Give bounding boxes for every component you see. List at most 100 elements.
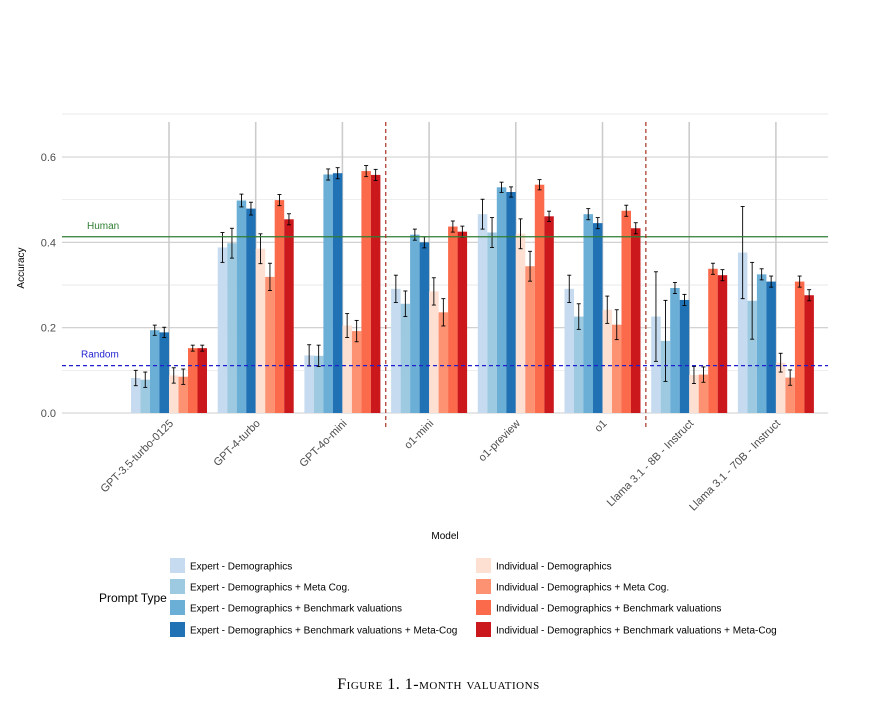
bar: [284, 219, 294, 413]
bar: [131, 378, 141, 413]
legend-swatch: [476, 558, 491, 573]
figure-caption: Figure 1. 1-month valuations: [337, 676, 540, 693]
legend-swatch: [170, 622, 185, 637]
bar: [612, 324, 622, 413]
bar: [150, 330, 160, 413]
x-tick-label: GPT-3.5-turbo-0125: [98, 418, 176, 496]
bar: [169, 375, 179, 413]
x-tick-label: Llama 3.1 - 8B - Instruct: [605, 418, 696, 509]
bar: [477, 214, 488, 413]
bar: [574, 316, 584, 413]
reference-line-label: Random: [81, 350, 119, 361]
legend-swatch: [476, 622, 491, 637]
y-axis-title: Accuracy: [16, 247, 27, 288]
x-tick-label: Llama 3.1 - 70B - Instruct: [687, 418, 783, 514]
bar: [670, 287, 680, 413]
bar: [265, 276, 275, 413]
bar: [717, 275, 728, 413]
bar: [140, 379, 150, 413]
bar: [804, 295, 814, 413]
bar: [236, 200, 247, 413]
bar: [794, 281, 805, 413]
bar: [227, 243, 237, 413]
bar: [593, 223, 603, 413]
legend-label: Expert - Demographics + Benchmark valuat…: [190, 626, 457, 637]
bar: [564, 288, 574, 413]
bar: [419, 242, 430, 413]
bar: [534, 184, 545, 413]
legend-label: Individual - Demographics + Meta Cog.: [496, 583, 669, 594]
bar: [313, 355, 324, 413]
bar: [679, 299, 690, 413]
x-axis-title: Model: [431, 531, 458, 542]
legend-swatch: [170, 558, 185, 573]
bar: [438, 312, 449, 413]
legend-swatch: [170, 579, 185, 594]
y-tick-label: 0.0: [41, 408, 56, 420]
bar: [323, 174, 333, 413]
bar: [370, 174, 381, 413]
bar: [775, 362, 786, 413]
bar: [410, 234, 420, 413]
bar: [621, 210, 631, 413]
legend-label: Individual - Demographics + Benchmark va…: [496, 604, 721, 615]
y-tick-label: 0.2: [41, 323, 56, 335]
bar: [255, 248, 266, 413]
bar: [487, 232, 497, 413]
bar: [631, 228, 641, 413]
bar: [583, 214, 593, 413]
legend-swatch: [170, 600, 185, 615]
legend-swatch: [476, 579, 491, 594]
bar: [217, 247, 228, 413]
legend-label: Individual - Demographics + Benchmark va…: [496, 626, 777, 637]
bar: [602, 309, 612, 413]
bar: [332, 173, 343, 413]
bar: [544, 216, 554, 413]
x-tick-label: o1-mini: [402, 418, 436, 452]
reference-lines: Human Random: [62, 122, 828, 428]
bar: [766, 281, 776, 413]
bar: [698, 374, 709, 413]
bar: [515, 233, 526, 413]
x-tick-label: GPT-4-turbo: [212, 418, 263, 469]
legend-title: Prompt Type: [99, 591, 167, 605]
bar: [457, 231, 468, 413]
bar: [651, 316, 661, 413]
bar: [756, 274, 767, 413]
legend-label: Expert - Demographics: [190, 562, 292, 573]
x-tick-label: o1: [592, 418, 609, 435]
bar: [159, 332, 169, 413]
bar: [496, 187, 507, 413]
bar: [429, 291, 439, 413]
legend-label: Expert - Demographics + Meta Cog.: [190, 583, 350, 594]
bar: [274, 200, 285, 413]
bar: [747, 300, 757, 413]
bar: [737, 252, 748, 413]
bar: [361, 171, 371, 413]
reference-line-label: Human: [87, 221, 119, 232]
y-tick-label: 0.4: [41, 237, 56, 249]
bar: [351, 331, 362, 413]
bar: [506, 191, 516, 413]
bar: [342, 325, 352, 413]
y-tick-label: 0.6: [41, 152, 56, 164]
bar: [689, 375, 699, 413]
x-tick-label: o1-preview: [476, 418, 523, 465]
bar: [785, 377, 795, 413]
bar: [197, 348, 207, 413]
bar: [188, 348, 198, 413]
legend: Prompt Type Expert - Demographics Expert …: [99, 558, 777, 637]
legend-label: Individual - Demographics: [496, 562, 612, 573]
legend-swatch: [476, 600, 491, 615]
bar: [246, 208, 256, 413]
bar: [304, 355, 314, 413]
bar: [525, 266, 535, 413]
bar: [708, 268, 718, 413]
legend-label: Expert - Demographics + Benchmark valuat…: [190, 604, 402, 615]
x-tick-label: GPT-4o-mini: [297, 418, 349, 470]
bar: [448, 226, 458, 413]
bar: [178, 376, 188, 413]
bar: [400, 303, 411, 413]
bars: [131, 165, 814, 413]
